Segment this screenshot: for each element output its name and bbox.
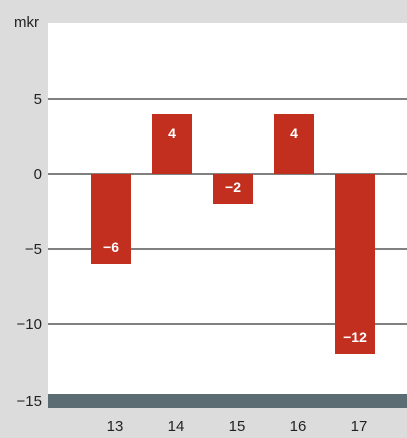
y-tick-label: −15 bbox=[17, 393, 42, 410]
data-label: −6 bbox=[103, 239, 119, 255]
y-axis-unit-label: mkr bbox=[14, 14, 39, 31]
data-label: 4 bbox=[168, 125, 176, 141]
data-label: 4 bbox=[290, 125, 298, 141]
bar bbox=[274, 114, 314, 174]
y-tick-labels: 5 0 −5 −10 −15 bbox=[17, 91, 42, 410]
x-tick-label: 13 bbox=[107, 418, 124, 433]
bar bbox=[213, 174, 253, 204]
x-tick-label: 17 bbox=[351, 418, 368, 433]
bar bbox=[335, 174, 375, 354]
y-tick-label: 0 bbox=[34, 166, 42, 183]
data-label: −12 bbox=[343, 329, 367, 345]
x-tick-label: 14 bbox=[168, 418, 185, 433]
y-tick-label: −5 bbox=[25, 241, 42, 258]
x-axis-band bbox=[48, 394, 407, 408]
bar bbox=[152, 114, 192, 174]
y-tick-label: 5 bbox=[34, 91, 42, 108]
bars bbox=[91, 114, 375, 354]
x-tick-label: 15 bbox=[229, 418, 246, 433]
data-label: −2 bbox=[225, 179, 241, 195]
y-tick-label: −10 bbox=[17, 316, 42, 333]
data-labels: −6 4 −2 4 −12 bbox=[103, 125, 367, 345]
bar bbox=[91, 174, 131, 264]
x-tick-labels: 13 14 15 16 17 bbox=[107, 418, 368, 435]
x-tick-label: 16 bbox=[290, 418, 307, 433]
